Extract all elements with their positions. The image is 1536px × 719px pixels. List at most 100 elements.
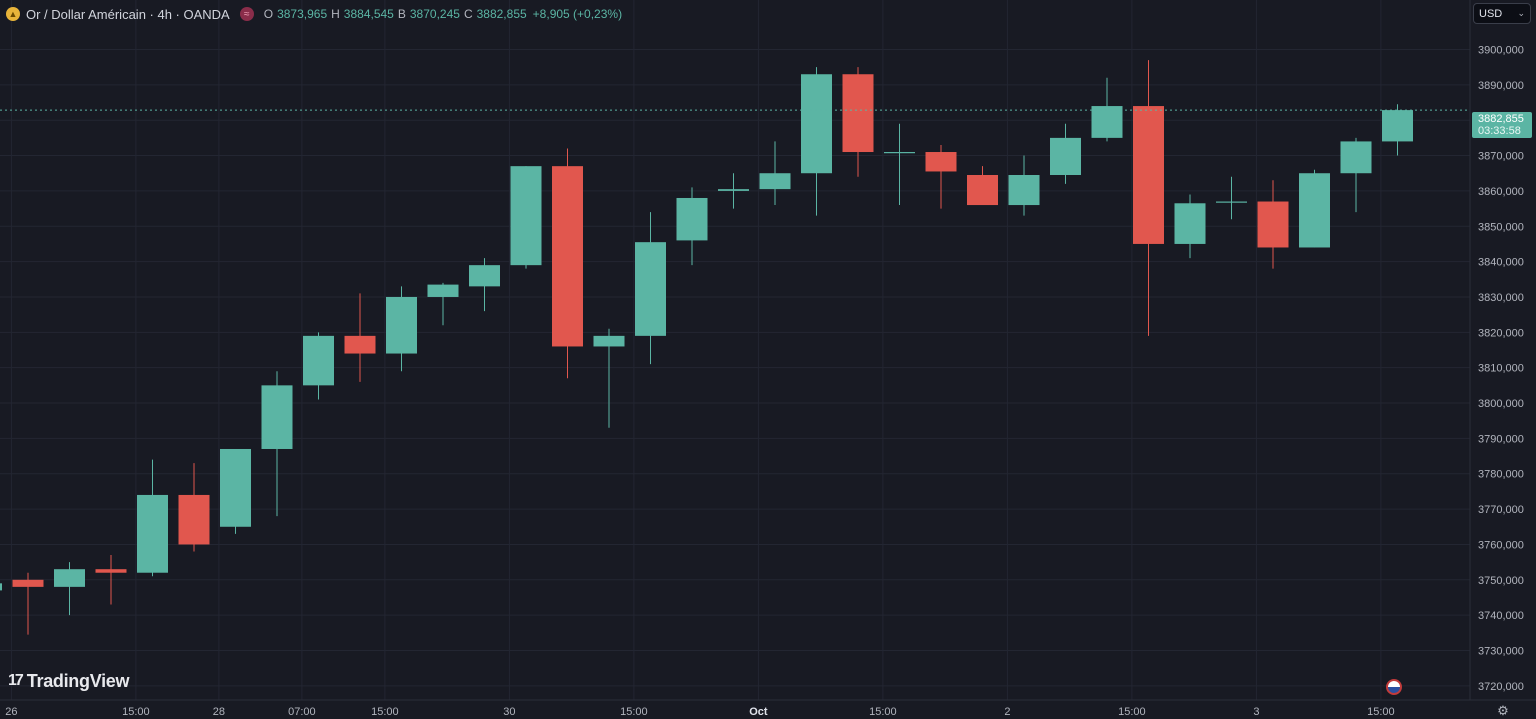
open-label: O xyxy=(263,7,274,21)
time-tick-label: 2 xyxy=(1004,706,1010,718)
time-tick-label: 15:00 xyxy=(122,706,150,718)
logo-text: TradingView xyxy=(26,670,130,691)
candle-body xyxy=(1382,110,1413,142)
candle[interactable] xyxy=(1133,60,1164,336)
candle[interactable] xyxy=(54,562,85,616)
time-tick-label: 07:00 xyxy=(288,706,316,718)
candle[interactable] xyxy=(1257,180,1289,269)
us-flag-icon[interactable] xyxy=(1386,679,1402,695)
price-tick-label: 3840,000 xyxy=(1478,257,1524,269)
candle[interactable] xyxy=(718,173,749,209)
candle-body xyxy=(801,74,832,174)
last-price-label: 3882,855 03:33:58 xyxy=(1472,112,1532,138)
settings-icon[interactable]: ⚙ xyxy=(1497,703,1509,718)
candle[interactable] xyxy=(95,555,127,605)
candle[interactable] xyxy=(884,123,915,206)
time-tick-label: 26 xyxy=(5,706,17,718)
candle-body xyxy=(510,166,542,266)
candle[interactable] xyxy=(1050,123,1081,184)
price-tick-label: 3800,000 xyxy=(1478,398,1524,410)
candle-body xyxy=(386,296,417,354)
candle[interactable] xyxy=(1340,137,1372,213)
candle[interactable] xyxy=(137,459,168,577)
candle[interactable] xyxy=(469,258,500,312)
candle-body xyxy=(1340,141,1372,174)
candles[interactable] xyxy=(0,60,1413,635)
price-tick-label: 3860,000 xyxy=(1478,186,1524,198)
candle[interactable] xyxy=(1216,176,1247,220)
candle[interactable] xyxy=(1299,169,1330,248)
gold-bars-icon[interactable]: ▲ xyxy=(6,7,20,21)
candle[interactable] xyxy=(178,463,210,552)
candle[interactable] xyxy=(1382,104,1413,156)
candle-body xyxy=(137,494,168,573)
price-tick-label: 3820,000 xyxy=(1478,327,1524,339)
tradingview-logo-icon: 17 xyxy=(8,672,24,689)
close-value: 3882,855 xyxy=(476,7,527,21)
chart-header: ▲ Or / Dollar Américain · 4h · OANDA ≈ O… xyxy=(6,5,622,23)
currency-value: USD xyxy=(1479,7,1503,20)
candle[interactable] xyxy=(0,583,2,592)
candle[interactable] xyxy=(261,371,293,517)
candle[interactable] xyxy=(676,187,708,266)
candle[interactable] xyxy=(801,67,832,216)
price-tick-label: 3730,000 xyxy=(1478,646,1524,658)
open-value: 3873,965 xyxy=(277,7,328,21)
candle-body xyxy=(759,173,791,190)
candle[interactable] xyxy=(967,166,998,206)
bar-countdown: 03:33:58 xyxy=(1478,125,1521,137)
candle[interactable] xyxy=(386,286,417,372)
time-tick-label: 15:00 xyxy=(1367,706,1395,718)
candle-body xyxy=(552,166,583,347)
candle[interactable] xyxy=(220,448,251,534)
time-tick-label: 28 xyxy=(213,706,225,718)
candle[interactable] xyxy=(427,282,459,326)
price-tick-label: 3830,000 xyxy=(1478,292,1524,304)
price-tick-label: 3760,000 xyxy=(1478,539,1524,551)
candle[interactable] xyxy=(303,332,334,400)
candle-body xyxy=(1216,201,1247,203)
candle[interactable] xyxy=(635,212,666,365)
candle[interactable] xyxy=(344,293,376,382)
candle-body xyxy=(884,152,915,154)
tradingview-logo[interactable]: 17 TradingView xyxy=(8,670,130,692)
candle[interactable] xyxy=(1008,155,1040,216)
candle-body xyxy=(1257,201,1289,248)
price-tick-label: 3750,000 xyxy=(1478,575,1524,587)
candle[interactable] xyxy=(925,144,957,209)
candle-body xyxy=(95,569,127,573)
price-tick-label: 3890,000 xyxy=(1478,80,1524,92)
candle-body xyxy=(842,74,874,153)
price-tick-label: 3850,000 xyxy=(1478,221,1524,233)
candle[interactable] xyxy=(12,572,44,635)
candle[interactable] xyxy=(842,67,874,177)
candle-body xyxy=(178,494,210,545)
candle[interactable] xyxy=(552,148,583,379)
candle-body xyxy=(1174,203,1206,244)
candle-body xyxy=(1008,175,1040,206)
candle[interactable] xyxy=(1174,194,1206,259)
symbol-title[interactable]: Or / Dollar Américain · 4h · OANDA xyxy=(26,6,230,22)
time-tick-label: 15:00 xyxy=(620,706,648,718)
candle-body xyxy=(593,335,625,347)
time-axis[interactable]: 26 15:00 28 07:00 15:00 30 15:00 Oct 15:00 2 15:00… xyxy=(5,706,1394,718)
price-axis[interactable]: 3720,000 3730,000 3740,000 3750,000 3760,000… xyxy=(1478,44,1524,692)
candle-body xyxy=(344,335,376,354)
currency-select[interactable]: USD ⌄ xyxy=(1473,3,1531,24)
price-tick-label: 3810,000 xyxy=(1478,363,1524,375)
grid-lines xyxy=(0,0,1470,700)
time-tick-label: 15:00 xyxy=(371,706,399,718)
candle[interactable] xyxy=(510,166,542,269)
candle[interactable] xyxy=(1091,77,1123,142)
time-tick-label: 15:00 xyxy=(1118,706,1146,718)
candle[interactable] xyxy=(593,328,625,428)
price-tick-label: 3870,000 xyxy=(1478,151,1524,163)
approx-equal-icon[interactable]: ≈ xyxy=(239,7,254,21)
candle-body xyxy=(676,197,708,241)
candle-body xyxy=(427,284,459,297)
last-price-value: 3882,855 xyxy=(1478,113,1524,125)
candle[interactable] xyxy=(759,141,791,206)
price-tick-label: 3900,000 xyxy=(1478,44,1524,56)
price-tick-label: 3720,000 xyxy=(1478,681,1524,693)
